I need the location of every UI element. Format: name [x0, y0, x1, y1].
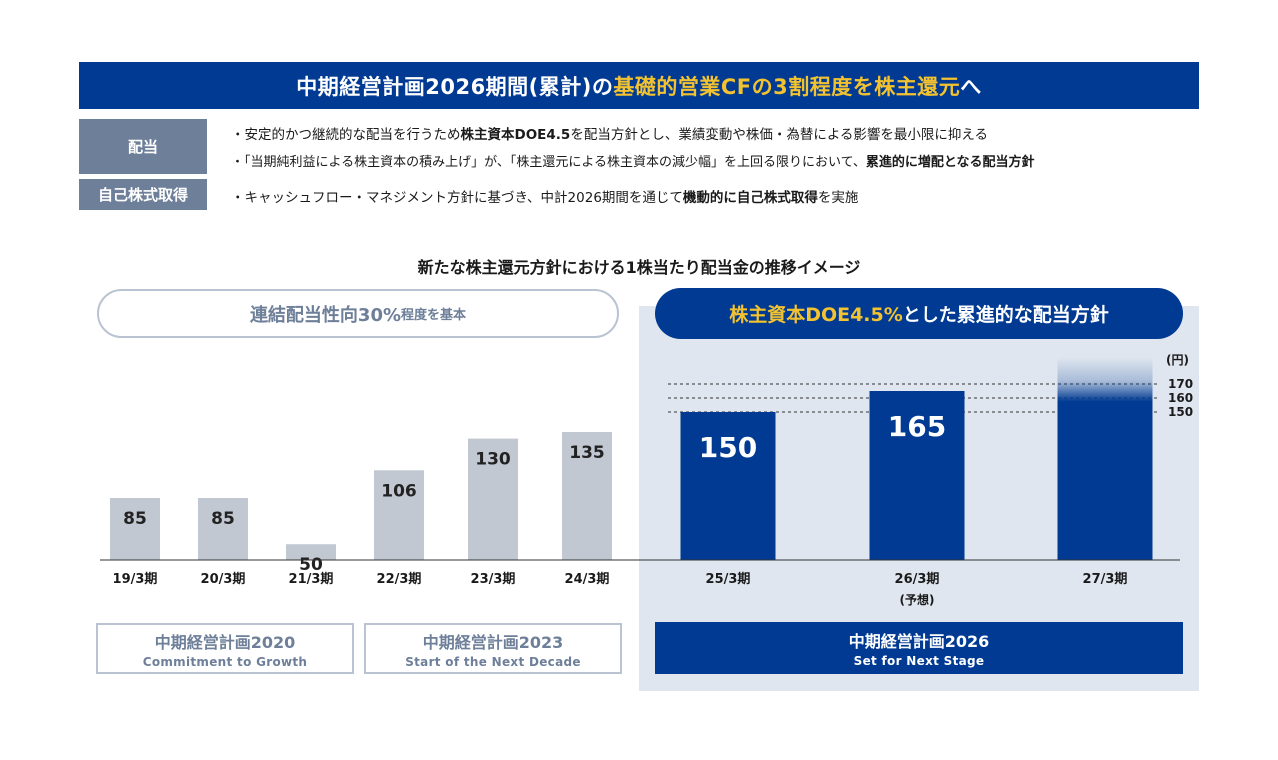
x-tick-20/3期: 20/3期 [201, 572, 246, 587]
payout-ratio-small: 程度を基本 [401, 308, 467, 323]
headline-part3: へ [960, 74, 982, 99]
bar-20/3期 [198, 498, 248, 560]
policy-line-3-c: を実施 [817, 190, 859, 206]
x-tick-22/3期: 22/3期 [377, 572, 422, 587]
payout-ratio-pill: 連結配当性向30% 程度を基本 [97, 289, 619, 338]
x-tick-23/3期: 23/3期 [471, 572, 516, 587]
doe-small: とした [902, 304, 957, 326]
policy-line-1-b: 株主資本DOE4.5 [460, 127, 571, 143]
policy-line-3-a: ・キャッシュフロー・マネジメント方針に基づき、中計2026期間を通じて [231, 190, 683, 206]
headline-highlight: 基礎的営業CFの3割程度を株主還元 [613, 74, 961, 99]
policy-line-3: ・キャッシュフロー・マネジメント方針に基づき、中計2026期間を通じて機動的に自… [231, 186, 858, 206]
chart-title: 新たな株主還元方針における1株当たり配当金の推移イメージ [417, 258, 861, 277]
bar-19/3期 [110, 498, 160, 560]
policy-line-2-b: 累進的に増配となる配当方針 [865, 155, 1035, 170]
x-tick-24/3期: 24/3期 [565, 572, 610, 587]
bar-value-22/3期: 106 [381, 481, 417, 501]
policy-line-2: ・「当期純利益による株主資本の積み上げ」が、「株主還元による株主資本の減少幅」を… [231, 151, 1035, 170]
plan-2023-name: 中期経営計画2023 [422, 632, 564, 652]
bar-value-24/3期: 135 [569, 443, 605, 463]
bar-21/3期 [286, 544, 336, 560]
policy-line-1-a: ・安定的かつ継続的な配当を行うため [231, 127, 461, 143]
plan-2023-sub: Start of the Next Decade [405, 654, 581, 669]
plan-2020-name: 中期経営計画2020 [154, 632, 296, 652]
x-tick-19/3期: 19/3期 [113, 572, 158, 587]
bar-value-20/3期: 85 [211, 509, 235, 529]
bar-22/3期 [374, 470, 424, 560]
plan-2026-name: 中期経営計画2026 [848, 632, 990, 651]
dividend-tag: 配当 [79, 119, 207, 174]
bar-value-21/3期: 50 [299, 555, 323, 575]
bar-24/3期 [562, 432, 612, 560]
plan-2020-box: 中期経営計画2020 Commitment to Growth [96, 623, 354, 674]
policy-line-2-a: ・「当期純利益による株主資本の積み上げ」が、「株主還元による株主資本の減少幅」を… [231, 155, 866, 170]
buyback-tag: 自己株式取得 [79, 179, 207, 210]
policy-line-1-c: を配当方針とし、業績変動や株価・為替による影響を最小限に抑える [570, 127, 989, 143]
plan-2026-box: 中期経営計画2026 Set for Next Stage [655, 622, 1183, 674]
headline-banner: 中期経営計画2026期間(累計)の 基礎的営業CFの3割程度を株主還元へ [79, 62, 1199, 109]
plan-2020-sub: Commitment to Growth [142, 654, 308, 669]
policy-line-1: ・安定的かつ継続的な配当を行うため株主資本DOE4.5を配当方針とし、業績変動や… [231, 123, 988, 143]
bar-value-19/3期: 85 [123, 509, 147, 529]
doe-policy-pill: 株主資本DOE4.5% とした 累進的な配当方針 [655, 288, 1183, 339]
doe-main: 累進的な配当方針 [956, 304, 1109, 326]
payout-ratio-main: 連結配当性向30% [249, 304, 402, 326]
bar-value-23/3期: 130 [475, 450, 511, 470]
headline-part1: 中期経営計画2026期間(累計)の [296, 74, 614, 99]
doe-highlight: 株主資本DOE4.5% [729, 304, 903, 326]
bar-23/3期 [468, 438, 518, 560]
plan-2026-sub: Set for Next Stage [853, 654, 985, 668]
plan-2023-box: 中期経営計画2023 Start of the Next Decade [364, 623, 622, 674]
policy-line-3-b: 機動的に自己株式取得 [682, 190, 818, 206]
x-tick-21/3期: 21/3期 [289, 572, 334, 587]
